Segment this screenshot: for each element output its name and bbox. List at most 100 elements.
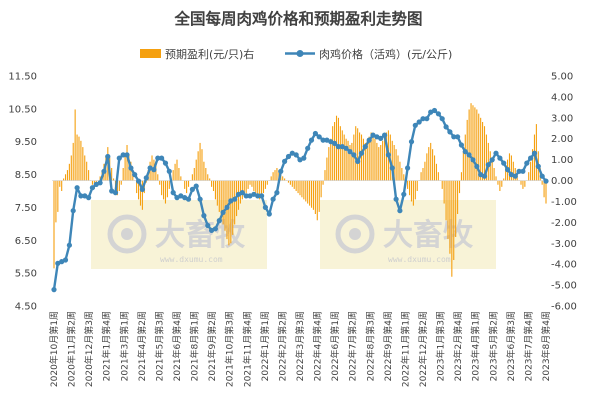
watermark-left: 大畜牧 www.dxumu.com [91,200,267,269]
price-point [385,152,391,158]
profit-bar [257,180,259,198]
profit-bar [503,178,505,181]
watermark-left-bg [91,200,267,269]
price-point [155,155,161,161]
x-tick-label: 2022年8月第3周 [364,311,376,381]
price-point [178,193,184,199]
profit-bar [295,180,297,191]
price-point [143,175,149,181]
profit-bar [432,149,434,181]
profit-bar [334,122,336,181]
profit-bar [68,163,70,181]
price-point [89,185,95,191]
profit-bar [428,147,430,181]
price-line [51,107,549,293]
profit-bar [82,147,84,181]
profit-bar [309,180,311,206]
price-point [212,226,218,232]
profit-bar [364,142,366,181]
profit-bar [174,163,176,181]
profit-bar [510,155,512,181]
profit-bar [228,180,230,246]
price-point [466,152,472,158]
profit-bar [201,149,203,181]
profit-bar [297,180,299,194]
price-point [531,150,538,156]
profit-bar [460,172,462,181]
profit-bars [53,103,547,277]
profit-bar [180,176,182,181]
profit-bar [74,109,76,181]
profit-bar [55,180,57,223]
profit-bar [395,149,397,181]
right-tick-label: -3.00 [551,239,577,250]
price-point [132,172,138,178]
price-point [266,211,272,217]
profit-bar [528,172,530,181]
price-point [205,222,211,229]
profit-bar [341,130,343,181]
price-point [185,196,192,202]
profit-bar [485,134,487,181]
profit-bar [451,180,453,277]
profit-bar [199,142,201,181]
x-tick-label: 2023年2月第4周 [452,311,464,381]
price-point [193,183,199,189]
profit-bar [362,138,364,181]
x-tick-label: 2022年1月第1周 [259,311,271,381]
profit-bar [211,180,213,187]
profit-bar [407,180,409,189]
x-tick-label: 2021年10月第3周 [224,311,236,387]
profit-bar [205,168,207,181]
right-tick-label: 0.00 [551,176,573,187]
profit-bar [376,142,378,181]
price-point [535,163,541,169]
price-point [166,168,172,174]
profit-bar [380,145,382,181]
profit-bar [482,122,484,181]
x-tick-label: 2021年11月第4周 [241,311,253,387]
profit-bar [447,180,449,240]
profit-bar [449,180,451,254]
profit-bar [299,180,301,196]
profit-bar [545,180,547,204]
profit-bar [426,153,428,181]
x-tick-label: 2023年7月第4周 [522,311,534,381]
x-axis-labels: 2020年10月第1周 2020年11月第2周 2020年12月第3周 2021年1月… [48,311,552,387]
price-point [351,152,357,158]
profit-bar [403,174,405,181]
profit-bar [351,142,353,181]
profit-bar [301,180,303,198]
x-tick-label: 2022年2月第2周 [276,311,288,381]
price-point [405,165,411,171]
price-point [101,168,107,174]
right-tick-label: -2.00 [551,218,577,229]
profit-bar [312,180,315,210]
price-point [312,130,318,137]
profit-bar [543,180,545,198]
price-point [66,242,72,248]
left-tick-label: 11.50 [8,72,37,83]
legend-bar-swatch [140,49,161,58]
profit-bar [508,153,511,181]
profit-bar [251,180,253,187]
price-point [282,158,288,164]
profit-bar [347,140,349,181]
profit-bar [493,168,495,181]
profit-bar [326,157,328,181]
price-point [112,190,119,196]
profit-bar [332,126,334,181]
profit-bar [66,170,69,181]
left-tick-label: 4.50 [15,302,37,313]
price-point [332,140,338,146]
price-point [543,178,549,184]
right-axis: 5.00 4.00 3.00 2.00 1.00 0.00 -1.00 -2.00 -3.00 -… [551,72,577,313]
profit-bar [353,134,355,181]
profit-bar [209,178,211,181]
watermark-left-logo-dot [121,228,133,240]
profit-bar [126,145,128,181]
price-point [455,134,461,140]
profit-bar [324,170,326,181]
price-point [278,168,284,174]
x-tick-label: 2023年8月第4周 [540,311,552,381]
